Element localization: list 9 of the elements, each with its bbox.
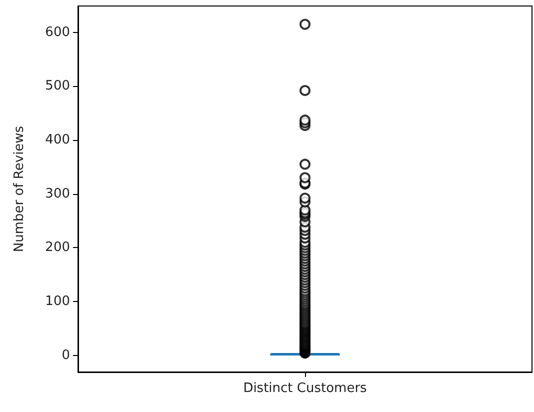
y-tick-label: 200: [45, 240, 70, 256]
y-tick-label: 400: [45, 132, 70, 148]
y-tick-label: 500: [45, 78, 70, 94]
y-tick-label: 300: [45, 186, 70, 202]
y-tick-label: 0: [62, 348, 70, 363]
y-tick-label: 600: [45, 24, 70, 40]
y-axis-title: Number of Reviews: [12, 126, 27, 252]
x-tick-label: Distinct Customers: [243, 381, 368, 396]
y-tick-label: 100: [45, 294, 70, 309]
